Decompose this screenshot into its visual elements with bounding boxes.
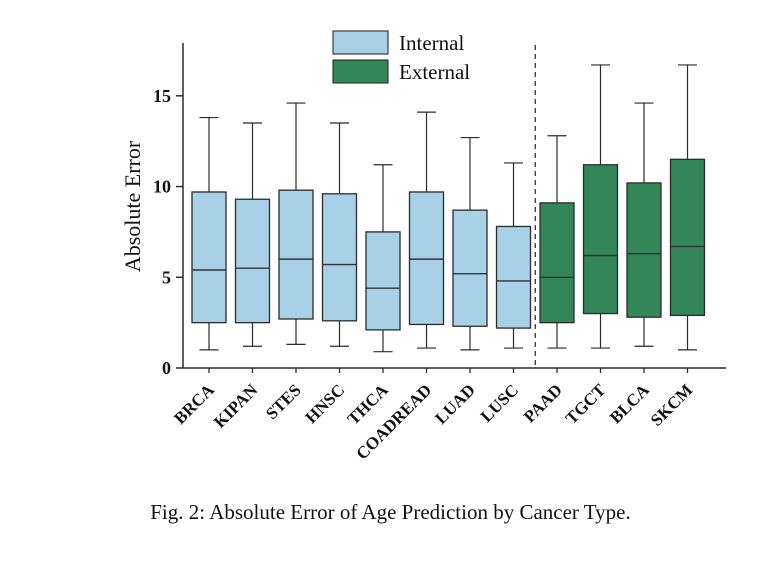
legend-label-external: External (399, 60, 470, 84)
legend-label-internal: Internal (399, 31, 464, 55)
iqr-box (365, 231, 401, 331)
figure-caption: Fig. 2: Absolute Error of Age Prediction… (150, 500, 631, 524)
legend-swatch-external-icon (332, 59, 389, 84)
iqr-box (408, 191, 445, 326)
iqr-box (452, 209, 488, 327)
x-tick-label: TGCT (562, 380, 610, 428)
iqr-box (626, 182, 662, 318)
y-tick-label: 10 (153, 177, 171, 197)
box-brca: BRCA (170, 116, 227, 428)
iqr-box (278, 189, 314, 320)
x-tick-label: HNSC (301, 380, 348, 427)
box-stes: STES (262, 102, 314, 423)
box-tgct: TGCT (562, 64, 619, 428)
legend-swatch-internal-icon (332, 30, 389, 55)
x-tick-label: SKCM (647, 380, 696, 429)
x-tick-label: PAAD (520, 380, 566, 426)
x-tick-label: STES (262, 380, 305, 423)
iqr-box (191, 191, 227, 324)
x-tick-label: BLCA (606, 380, 653, 427)
iqr-box (539, 202, 575, 324)
iqr-box (321, 193, 358, 322)
x-tick-label: LUAD (431, 380, 478, 427)
iqr-box (582, 164, 619, 315)
y-tick-label: 15 (153, 86, 171, 106)
y-tick-label: 0 (162, 358, 171, 378)
x-tick-label: KIPAN (210, 380, 262, 432)
iqr-box (495, 225, 532, 329)
iqr-box (669, 158, 706, 317)
iqr-box (234, 198, 271, 324)
x-tick-label: LUSC (477, 380, 523, 426)
y-axis-title: Absolute Error (120, 140, 145, 272)
y-tick-label: 5 (162, 267, 171, 287)
